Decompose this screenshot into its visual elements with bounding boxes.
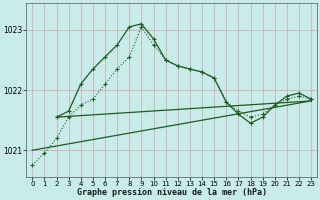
X-axis label: Graphe pression niveau de la mer (hPa): Graphe pression niveau de la mer (hPa) bbox=[77, 188, 267, 197]
